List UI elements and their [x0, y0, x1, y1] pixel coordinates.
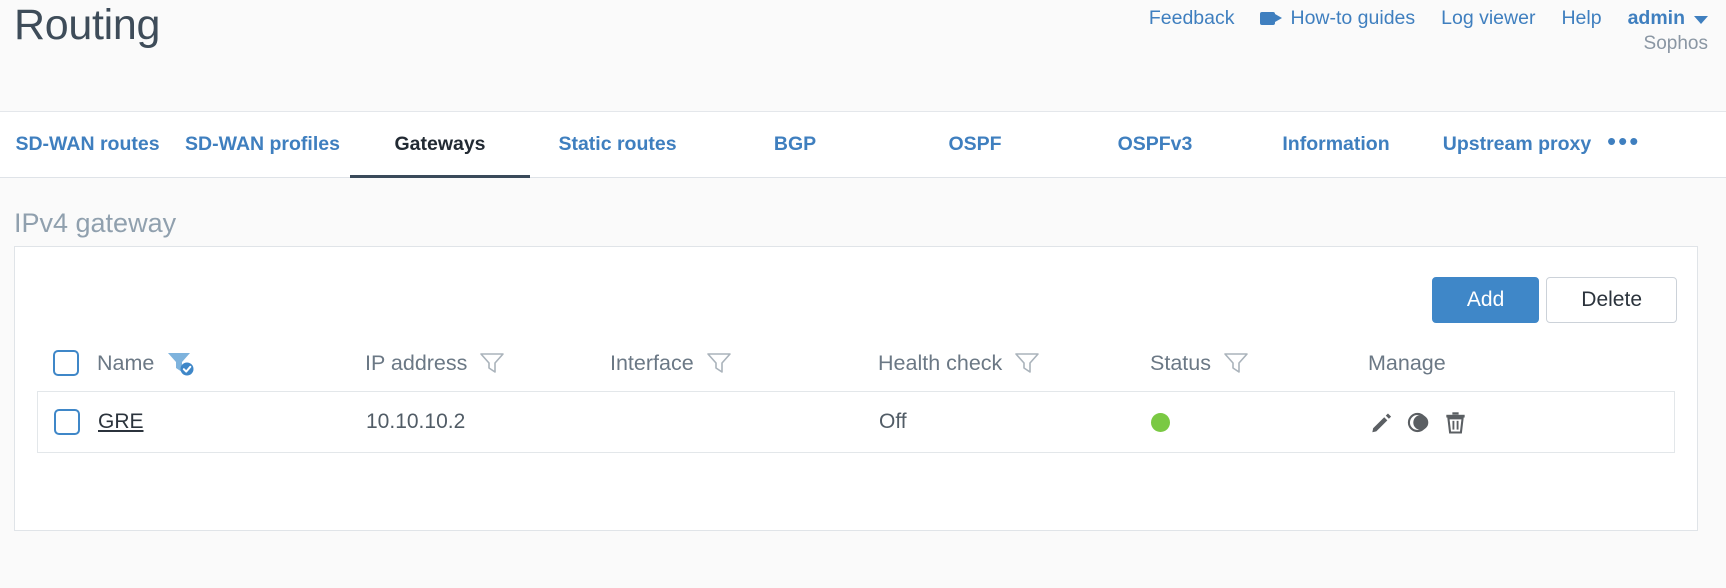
column-header-health-check: Health check [878, 351, 1150, 376]
column-label: IP address [365, 350, 468, 375]
row-select-cell [38, 409, 98, 435]
column-label: Interface [610, 350, 694, 375]
delete-button[interactable]: Delete [1546, 277, 1677, 323]
tab-gateways[interactable]: Gateways [350, 112, 530, 178]
tab-sd-wan-profiles[interactable]: SD-WAN profiles [175, 112, 350, 177]
tab-label: Upstream proxy [1442, 133, 1592, 155]
video-icon [1260, 11, 1283, 26]
filter-icon-active[interactable] [166, 350, 196, 376]
column-label: Name [97, 350, 155, 375]
column-header-ip-address: IP address [365, 351, 610, 376]
filter-icon[interactable] [706, 351, 732, 375]
toggle-icon[interactable] [1406, 410, 1431, 435]
header-link-label: Feedback [1148, 7, 1235, 29]
add-button[interactable]: Add [1431, 277, 1540, 323]
column-label: Manage [1368, 350, 1446, 375]
delete-icon[interactable] [1443, 410, 1468, 435]
header-links: Feedback How-to guides Log viewer Help a… [1149, 7, 1708, 30]
select-all-checkbox[interactable] [53, 350, 79, 376]
header-link-help[interactable]: Help [1561, 7, 1601, 30]
tab-ospf[interactable]: OSPF [885, 112, 1065, 177]
header-link-log-viewer[interactable]: Log viewer [1441, 7, 1535, 30]
chevron-down-icon [1694, 16, 1708, 24]
tab-label: SD-WAN routes [15, 133, 160, 155]
column-header-manage: Manage [1368, 351, 1618, 376]
panel-toolbar: Add Delete [1431, 277, 1677, 323]
tab-label: OSPFv3 [1117, 133, 1193, 155]
header-link-label: Help [1561, 7, 1602, 29]
edit-icon[interactable] [1369, 410, 1394, 435]
column-header-status: Status [1150, 351, 1368, 376]
tab-ospfv3[interactable]: OSPFv3 [1065, 112, 1245, 177]
ellipsis-icon[interactable]: ••• [1607, 125, 1641, 156]
user-menu[interactable]: admin [1628, 7, 1708, 30]
column-label: Health check [878, 350, 1003, 375]
user-menu-label: admin [1627, 7, 1685, 29]
tab-label: Static routes [558, 133, 677, 155]
filter-icon[interactable] [479, 351, 505, 375]
gateway-name-link[interactable]: GRE [98, 410, 144, 433]
header-link-label: How-to guides [1290, 7, 1416, 29]
section-title: IPv4 gateway [14, 208, 177, 238]
header-link-feedback[interactable]: Feedback [1149, 7, 1235, 30]
filter-icon[interactable] [1223, 351, 1249, 375]
tab-information[interactable]: Information [1245, 112, 1427, 177]
header-link-how-to-guides[interactable]: How-to guides [1260, 7, 1415, 30]
tab-label: SD-WAN profiles [185, 133, 340, 155]
filter-icon[interactable] [1014, 351, 1040, 375]
cell-manage [1369, 410, 1619, 435]
ipv4-gateway-panel: Add Delete Name IP address [14, 246, 1698, 531]
status-badge [1151, 412, 1170, 432]
tenant-label: Sophos [1643, 33, 1708, 54]
table-row[interactable]: GRE 10.10.10.2 Off [37, 391, 1675, 453]
table-header-row: Name IP address Interface [15, 335, 1697, 391]
tab-bgp[interactable]: BGP [705, 112, 885, 177]
cell-name: GRE [98, 410, 366, 434]
tab-upstream-proxy[interactable]: Upstream proxy [1427, 112, 1607, 177]
column-header-name: Name [97, 350, 365, 376]
select-all-cell [37, 350, 97, 376]
tab-label: Gateways [394, 133, 486, 155]
cell-ip-address: 10.10.10.2 [366, 410, 466, 433]
manage-actions [1369, 410, 1468, 435]
row-checkbox[interactable] [54, 409, 80, 435]
page-title: Routing [14, 1, 161, 49]
top-header-bar: Routing Feedback How-to guides Log viewe… [0, 0, 1726, 112]
tab-label: Information [1282, 133, 1390, 155]
cell-status [1151, 412, 1369, 432]
gateways-table: Name IP address Interface [15, 335, 1697, 453]
main-content: IPv4 gateway Add Delete Name [0, 178, 1726, 588]
cell-health-check: Off [879, 410, 907, 433]
tab-bar: SD-WAN routes SD-WAN profiles Gateways S… [0, 112, 1726, 178]
tab-sd-wan-routes[interactable]: SD-WAN routes [0, 112, 175, 177]
tab-label: OSPF [948, 133, 1002, 155]
column-label: Status [1150, 350, 1211, 375]
tab-label: BGP [773, 133, 817, 155]
column-header-interface: Interface [610, 351, 878, 376]
header-link-label: Log viewer [1441, 7, 1536, 29]
tab-static-routes[interactable]: Static routes [530, 112, 705, 177]
